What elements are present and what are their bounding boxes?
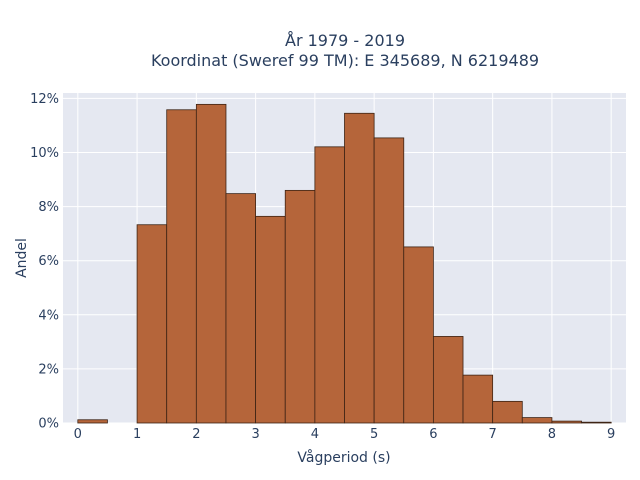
histogram-bar (284, 189, 316, 424)
x-axis-title: Vågperiod (s) (297, 449, 390, 466)
histogram-bar (551, 420, 582, 424)
histogram-bar (225, 193, 257, 424)
histogram-bar (195, 103, 227, 424)
x-tick-label: 3 (251, 427, 259, 442)
x-tick-labels: 0 1 2 3 4 5 6 7 8 9 (74, 427, 616, 442)
chart-title-line-1: År 1979 - 2019 (285, 31, 405, 50)
x-tick-label: 9 (607, 427, 615, 442)
histogram-bar (77, 419, 108, 424)
y-axis-title: Andel (14, 238, 30, 278)
histogram-bar (521, 417, 553, 424)
histogram-bars (77, 103, 612, 424)
chart-title: År 1979 - 2019 Koordinat (Sweref 99 TM):… (151, 31, 539, 70)
histogram-bar (166, 109, 197, 424)
y-tick-labels: 0% 2% 4% 6% 8% 10% 12% (30, 92, 59, 432)
y-tick-label: 0% (38, 417, 59, 432)
x-tick-label: 2 (192, 427, 200, 442)
y-tick-label: 12% (30, 92, 59, 107)
histogram-bar (373, 137, 405, 424)
x-tick-label: 8 (548, 427, 556, 442)
y-tick-label: 4% (38, 308, 59, 323)
chart-title-line-2: Koordinat (Sweref 99 TM): E 345689, N 62… (151, 51, 539, 70)
x-tick-label: 7 (489, 427, 497, 442)
histogram-bar (255, 215, 286, 424)
histogram-bar (462, 374, 494, 424)
histogram-bar (581, 421, 612, 424)
x-tick-label: 0 (74, 427, 82, 442)
histogram-bar (344, 112, 375, 424)
histogram-bar (432, 336, 464, 424)
x-tick-label: 1 (133, 427, 141, 442)
x-tick-label: 4 (311, 427, 319, 442)
histogram-bar (492, 400, 523, 424)
y-tick-label: 8% (38, 200, 59, 215)
x-tick-label: 6 (429, 427, 437, 442)
y-tick-label: 6% (38, 254, 59, 269)
y-tick-label: 2% (38, 362, 59, 377)
histogram-bar (403, 246, 434, 424)
y-tick-label: 10% (30, 146, 59, 161)
x-tick-label: 5 (370, 427, 378, 442)
histogram-bar (314, 146, 345, 424)
histogram-bar (136, 224, 168, 424)
